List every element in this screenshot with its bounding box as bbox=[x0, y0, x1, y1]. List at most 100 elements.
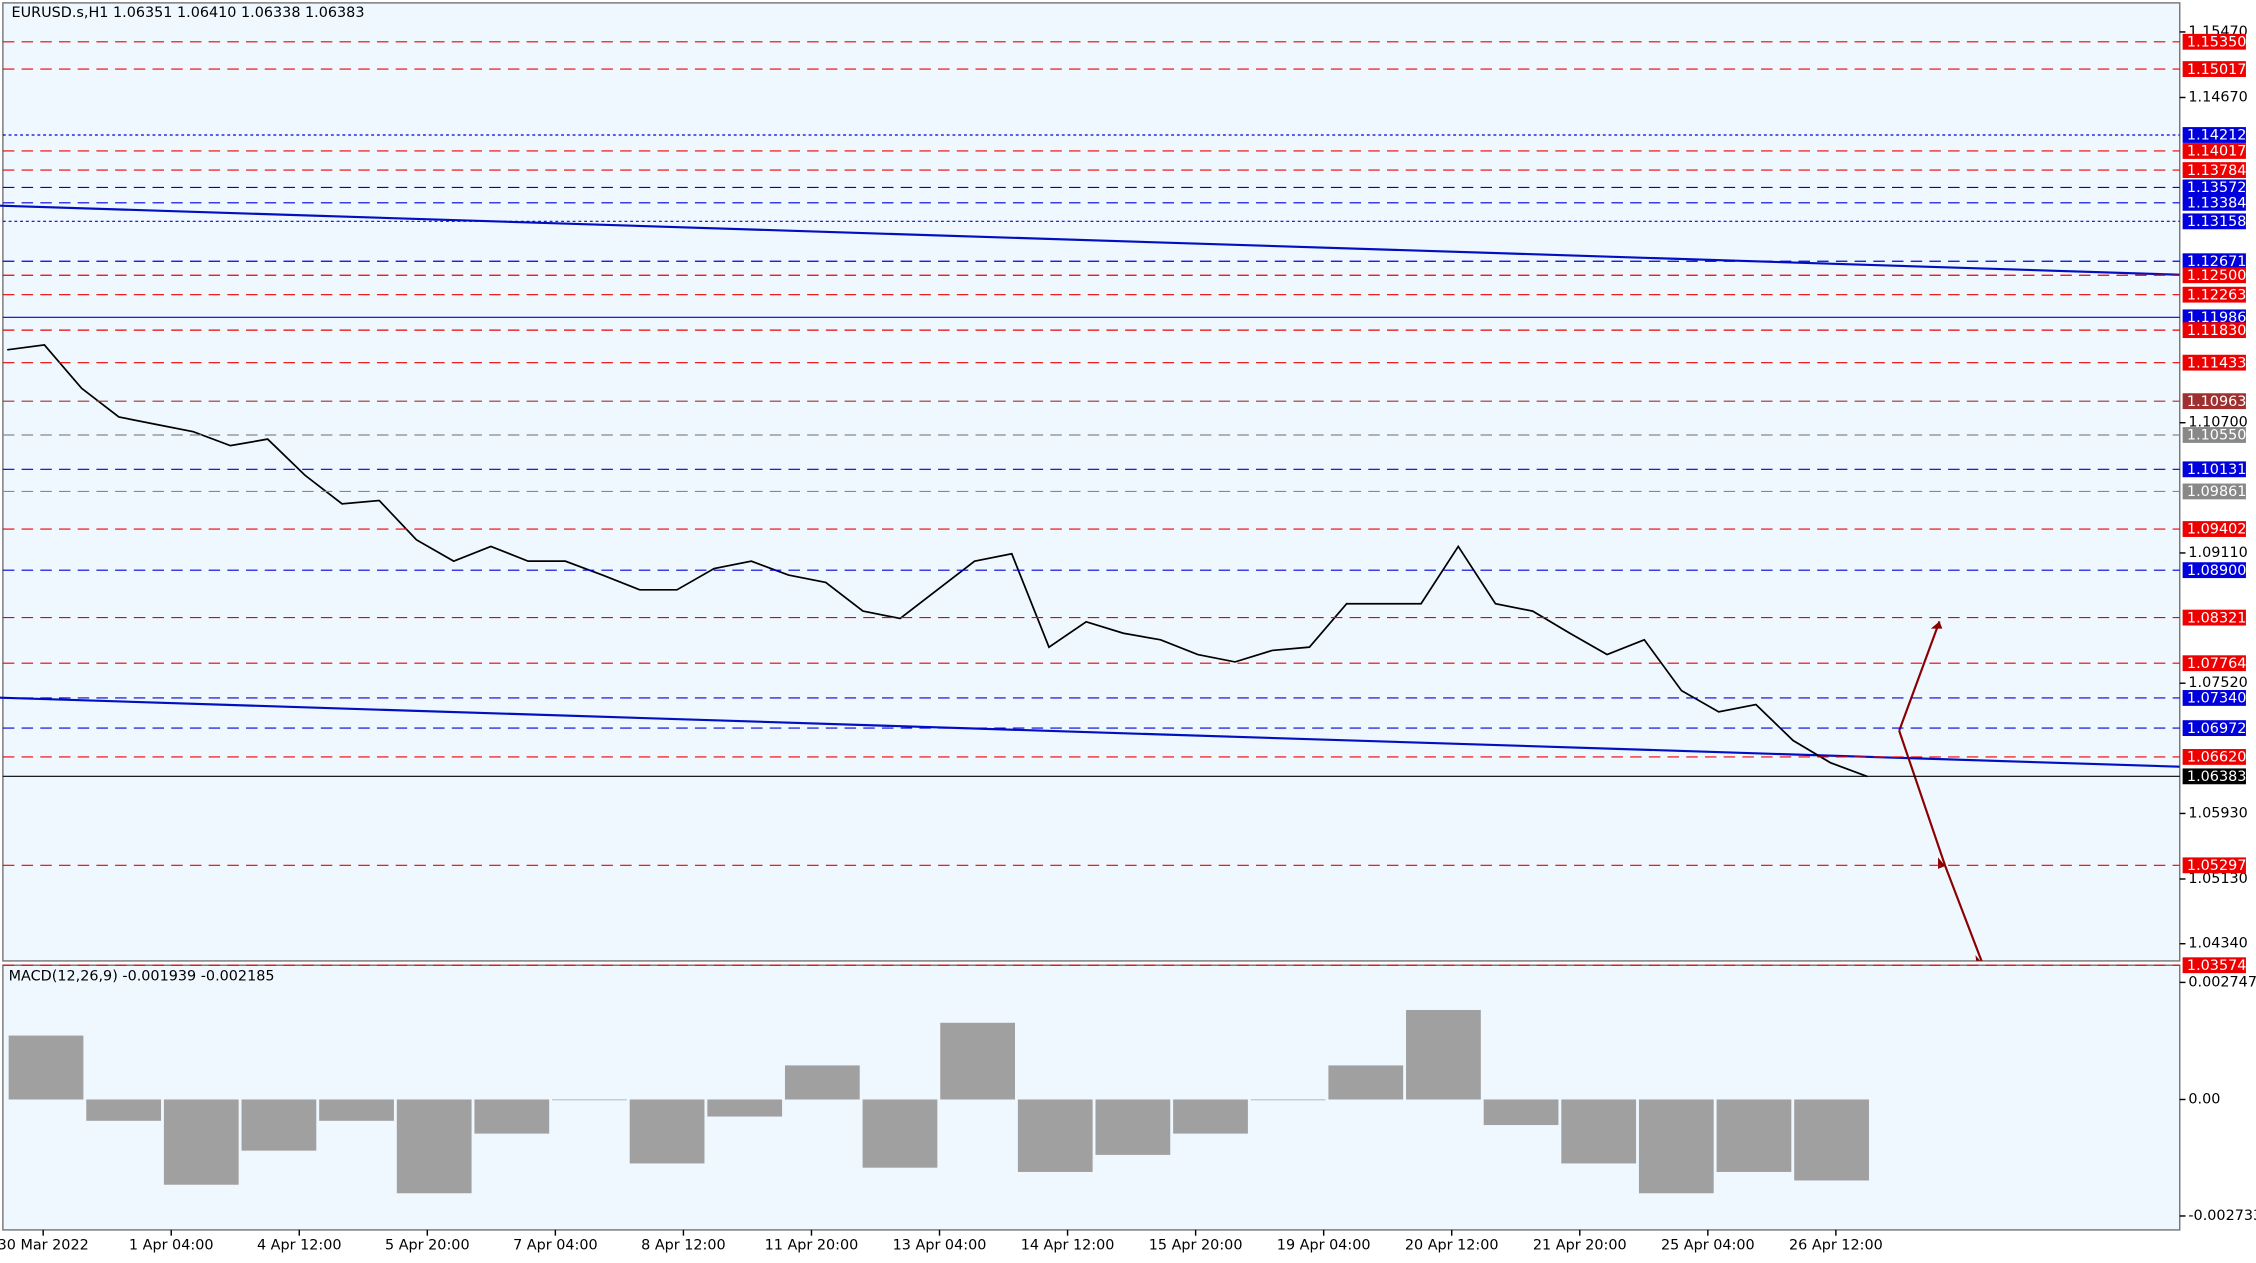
price-level-tag bbox=[2182, 749, 2246, 765]
price-level-label: 1.13384 bbox=[2187, 196, 2246, 212]
x-tick-label: 26 Apr 12:00 bbox=[1789, 1238, 1883, 1254]
price-level-tag bbox=[2182, 562, 2246, 579]
price-level-tag bbox=[2182, 655, 2246, 672]
y-tick-label: 0.002747 bbox=[2188, 974, 2256, 990]
price-level-label: 1.15350 bbox=[2187, 34, 2246, 50]
macd-bar bbox=[396, 1099, 472, 1194]
price-level-label: 1.10131 bbox=[2187, 462, 2246, 478]
macd-bar bbox=[1483, 1099, 1559, 1126]
macd-bar bbox=[940, 1022, 1015, 1100]
macd-bar bbox=[1406, 1009, 1481, 1100]
y-tick-label: 1.14670 bbox=[2188, 89, 2247, 105]
x-tick-label: 30 Mar 2022 bbox=[0, 1238, 89, 1254]
price-level-tag bbox=[2182, 253, 2246, 270]
price-level-tag bbox=[2182, 286, 2246, 303]
price-level-tag bbox=[2182, 194, 2246, 211]
macd-bar bbox=[163, 1099, 239, 1185]
price-level-label: 1.15017 bbox=[2187, 62, 2246, 78]
x-tick-label: 13 Apr 04:00 bbox=[893, 1238, 987, 1254]
price-level-label: 1.13158 bbox=[2187, 214, 2246, 230]
price-level-label: 1.13784 bbox=[2187, 163, 2246, 179]
price-level-label: 1.08900 bbox=[2187, 563, 2246, 579]
x-tick-label: 15 Apr 20:00 bbox=[1149, 1238, 1243, 1254]
price-level-label: 1.07340 bbox=[2187, 691, 2246, 707]
price-level-label: 1.03574 bbox=[2187, 958, 2246, 974]
price-level-tag bbox=[2182, 393, 2246, 410]
price-level-label: 1.07764 bbox=[2187, 656, 2246, 672]
price-level-label: 1.05297 bbox=[2187, 858, 2246, 874]
price-level-label: 1.12671 bbox=[2187, 254, 2246, 270]
price-level-label: 1.12500 bbox=[2187, 268, 2246, 284]
x-tick-label: 1 Apr 04:00 bbox=[129, 1238, 214, 1254]
macd-bar bbox=[1561, 1099, 1637, 1164]
x-tick-label: 7 Apr 04:00 bbox=[513, 1238, 598, 1254]
price-level-tag bbox=[2182, 309, 2246, 326]
price-level-tag bbox=[2182, 162, 2246, 178]
macd-bar bbox=[1716, 1099, 1792, 1172]
price-level-label: 1.10550 bbox=[2187, 428, 2246, 444]
price-level-tag bbox=[2182, 768, 2246, 785]
y-tick-label: 1.09110 bbox=[2188, 545, 2247, 561]
price-level-label: 1.11433 bbox=[2187, 355, 2246, 371]
macd-pane bbox=[2, 964, 2181, 1231]
x-tick-label: 5 Apr 20:00 bbox=[385, 1238, 470, 1254]
macd-bar bbox=[474, 1099, 550, 1134]
x-tick-label: 4 Apr 12:00 bbox=[257, 1238, 342, 1254]
price-level-tag bbox=[2182, 427, 2246, 443]
price-level-label: 1.13572 bbox=[2187, 180, 2246, 196]
y-tick-label: 1.05930 bbox=[2188, 805, 2247, 821]
macd-bar bbox=[1017, 1099, 1093, 1172]
price-level-tag bbox=[2182, 61, 2246, 77]
x-tick-label: 8 Apr 12:00 bbox=[641, 1238, 726, 1254]
macd-bar bbox=[629, 1099, 705, 1164]
x-tick-label: 20 Apr 12:00 bbox=[1405, 1238, 1499, 1254]
price-level-label: 1.06972 bbox=[2187, 721, 2246, 737]
price-level-tag bbox=[2182, 690, 2246, 706]
macd-bar bbox=[1250, 1099, 1326, 1101]
y-tick-label: 0.00 bbox=[2188, 1091, 2220, 1107]
price-level-tag bbox=[2182, 267, 2246, 284]
macd-bar bbox=[1173, 1099, 1248, 1134]
price-level-label: 1.11830 bbox=[2187, 323, 2246, 339]
price-level-tag bbox=[2182, 354, 2246, 371]
price-level-label: 1.11986 bbox=[2187, 310, 2246, 326]
price-level-label: 1.09402 bbox=[2187, 522, 2246, 538]
macd-title: MACD(12,26,9) -0.001939 -0.002185 bbox=[9, 969, 275, 985]
price-level-tag bbox=[2182, 521, 2246, 537]
price-level-label: 1.06620 bbox=[2187, 750, 2246, 766]
macd-bar bbox=[8, 1035, 84, 1100]
price-level-label: 1.09861 bbox=[2187, 484, 2246, 500]
price-level-label: 1.10963 bbox=[2187, 394, 2246, 410]
y-tick-label: -0.002733 bbox=[2188, 1208, 2256, 1224]
main-layer bbox=[0, 204, 2180, 961]
macd-bar bbox=[1328, 1065, 1404, 1100]
x-tick-label: 25 Apr 04:00 bbox=[1661, 1238, 1755, 1254]
main-pane bbox=[2, 2, 2181, 962]
x-tick-label: 14 Apr 12:00 bbox=[1021, 1238, 1115, 1254]
macd-bar bbox=[86, 1099, 162, 1121]
macd-bar bbox=[1095, 1099, 1171, 1155]
price-level-tag bbox=[2182, 857, 2246, 874]
price-level-tag bbox=[2182, 143, 2246, 159]
price-level-label: 1.08321 bbox=[2187, 610, 2246, 626]
macd-bar bbox=[241, 1099, 317, 1151]
y-tick-label: 1.07520 bbox=[2188, 675, 2247, 691]
price-level-label: 1.12263 bbox=[2187, 287, 2246, 303]
y-tick-label: 1.04340 bbox=[2188, 936, 2247, 952]
price-level-tag bbox=[2182, 957, 2246, 974]
price-level-tag bbox=[2182, 461, 2246, 478]
price-level-label: 1.06383 bbox=[2187, 769, 2246, 785]
trendline bbox=[0, 204, 2180, 276]
macd-bar bbox=[319, 1099, 394, 1121]
price-level-tag bbox=[2182, 179, 2246, 196]
price-level-label: 1.14017 bbox=[2187, 144, 2246, 160]
price-level-tag bbox=[2182, 213, 2246, 230]
y-tick-label: 1.10700 bbox=[2188, 415, 2247, 431]
price-level-tag bbox=[2182, 720, 2246, 737]
x-tick-label: 21 Apr 20:00 bbox=[1533, 1238, 1627, 1254]
price-level-tag bbox=[2182, 127, 2246, 143]
macd-bar bbox=[784, 1065, 860, 1100]
x-tick-label: 11 Apr 20:00 bbox=[765, 1238, 859, 1254]
